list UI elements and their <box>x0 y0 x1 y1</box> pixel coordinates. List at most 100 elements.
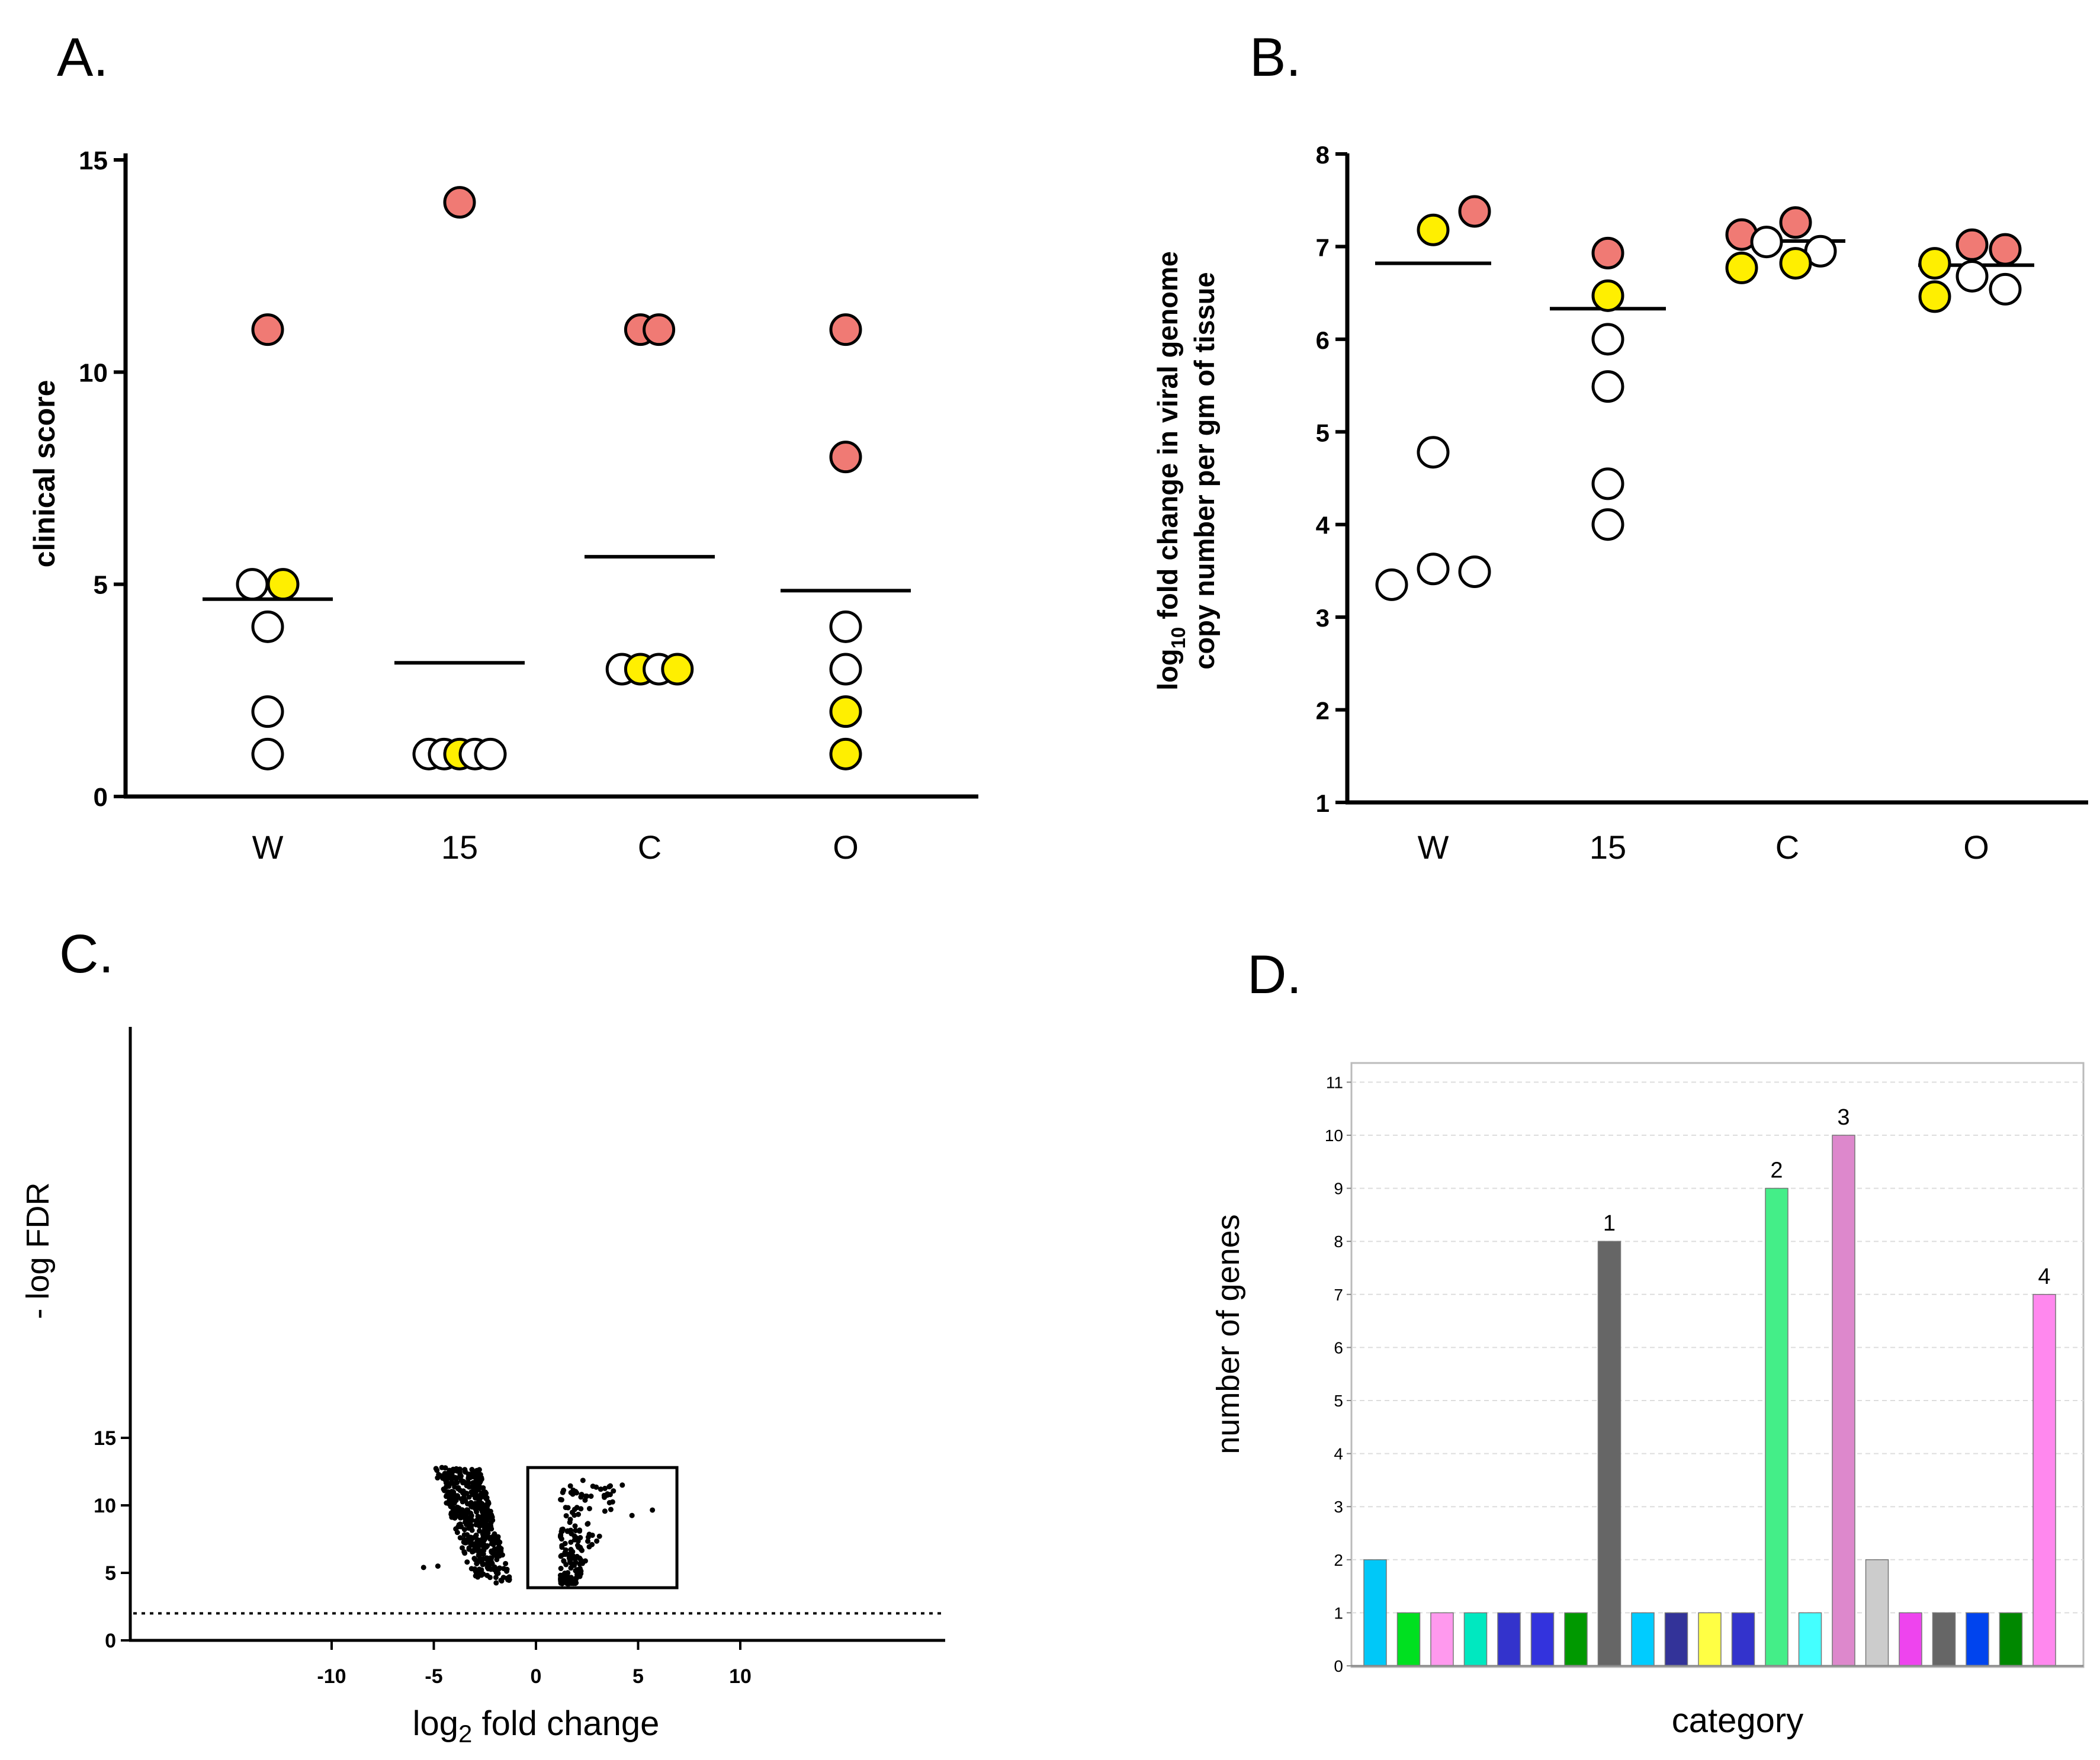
gene-point <box>588 1494 594 1499</box>
bar <box>1664 1612 1688 1666</box>
gene-point <box>446 1483 452 1489</box>
gene-point <box>472 1566 478 1572</box>
y-tick-label: 7 <box>1334 1286 1343 1304</box>
gene-point <box>594 1538 600 1544</box>
y-tick-label: 0 <box>94 783 108 812</box>
bar <box>1932 1612 1956 1666</box>
gene-point <box>464 1514 470 1520</box>
data-point <box>829 653 862 686</box>
gene-point <box>572 1523 578 1529</box>
bar <box>1631 1612 1655 1666</box>
gene-point <box>451 1489 457 1495</box>
gene-point <box>475 1514 481 1520</box>
gene-point <box>487 1534 493 1540</box>
gene-point <box>468 1499 474 1505</box>
gene-point <box>558 1496 564 1502</box>
gene-point <box>475 1537 481 1543</box>
y-tick-label: 6 <box>1334 1338 1343 1357</box>
gene-point <box>569 1510 575 1515</box>
gene-point <box>566 1552 571 1558</box>
data-point <box>1918 247 1951 280</box>
y-tick-label: 10 <box>79 358 108 387</box>
gene-point <box>585 1521 590 1527</box>
gene-point <box>602 1485 608 1491</box>
y-tick-label: 15 <box>79 146 108 175</box>
gene-point <box>580 1478 586 1483</box>
x-tick-label: W <box>1418 828 1449 866</box>
gene-point <box>590 1483 596 1489</box>
gene-point <box>586 1505 592 1511</box>
gene-point <box>454 1495 460 1501</box>
panel-a-label: A. <box>57 27 108 88</box>
gene-point <box>463 1520 468 1525</box>
gene-point <box>465 1479 471 1485</box>
panel-d-label: D. <box>1247 945 1302 1005</box>
gene-point <box>464 1507 470 1513</box>
gene-point <box>503 1560 509 1566</box>
gene-point <box>466 1484 472 1490</box>
x-tick-label: -10 <box>317 1665 346 1688</box>
bar <box>1999 1612 2023 1666</box>
bar-annotation: 3 <box>1837 1105 1849 1130</box>
data-point <box>251 313 284 346</box>
y-tick-label: 4 <box>1334 1445 1343 1463</box>
panel-c-ylabel: - log FDR <box>20 1182 56 1319</box>
gene-point <box>504 1566 510 1572</box>
gene-point <box>454 1504 460 1510</box>
gene-point <box>473 1488 479 1494</box>
gene-point <box>461 1537 467 1543</box>
gene-point <box>570 1549 576 1555</box>
gene-point <box>461 1479 467 1485</box>
data-point <box>829 695 862 728</box>
data-point <box>251 737 284 770</box>
bar <box>1798 1612 1822 1666</box>
x-tick-label: C <box>638 828 662 866</box>
y-tick-label: 1 <box>1334 1604 1343 1622</box>
gene-point <box>479 1567 484 1573</box>
gene-point <box>574 1567 580 1573</box>
x-tick-label: 0 <box>531 1665 542 1688</box>
gene-point <box>438 1473 444 1479</box>
gene-point <box>568 1560 574 1566</box>
data-point <box>1591 467 1624 500</box>
panel-d: D. number of genes category 0 1 2 3 4 5 6 7 8 9 10… <box>1210 945 2085 1740</box>
gene-point <box>441 1486 447 1492</box>
gene-point <box>480 1485 486 1491</box>
gene-point <box>473 1518 479 1524</box>
gene-point <box>496 1566 502 1572</box>
gene-point <box>444 1470 450 1476</box>
gene-point <box>493 1575 499 1581</box>
bar <box>1497 1612 1521 1666</box>
data-point <box>266 568 300 601</box>
panel-b: B. log10 fold change in viral genome cop… <box>1152 27 2088 866</box>
panel-b-label: B. <box>1250 27 1301 88</box>
x-tick-label: C <box>1775 828 1799 866</box>
highlight-box <box>526 1466 679 1589</box>
panel-d-xlabel: category <box>1672 1701 1803 1740</box>
gene-point <box>459 1545 465 1551</box>
data-point <box>236 568 269 601</box>
gene-point <box>471 1556 477 1562</box>
gene-point <box>486 1510 492 1516</box>
gene-point <box>449 1505 455 1511</box>
gene-point <box>469 1527 475 1533</box>
gene-point <box>444 1492 449 1498</box>
gene-point <box>598 1486 603 1492</box>
gene-point <box>473 1502 479 1508</box>
gene-point <box>483 1491 489 1496</box>
gene-point <box>564 1581 570 1586</box>
data-point <box>1989 233 2022 266</box>
x-tick-label: 5 <box>632 1665 644 1688</box>
bar <box>1363 1559 1387 1666</box>
gene-point <box>569 1531 574 1537</box>
bar <box>1865 1559 1889 1666</box>
gene-point <box>565 1505 571 1511</box>
gene-point <box>563 1513 569 1519</box>
gene-point <box>573 1580 579 1586</box>
gene-point <box>498 1577 504 1583</box>
y-tick-label: 15 <box>94 1427 116 1450</box>
gene-point <box>463 1497 468 1503</box>
bar <box>1765 1187 1788 1666</box>
gene-point <box>568 1539 574 1545</box>
gene-point <box>578 1494 584 1500</box>
